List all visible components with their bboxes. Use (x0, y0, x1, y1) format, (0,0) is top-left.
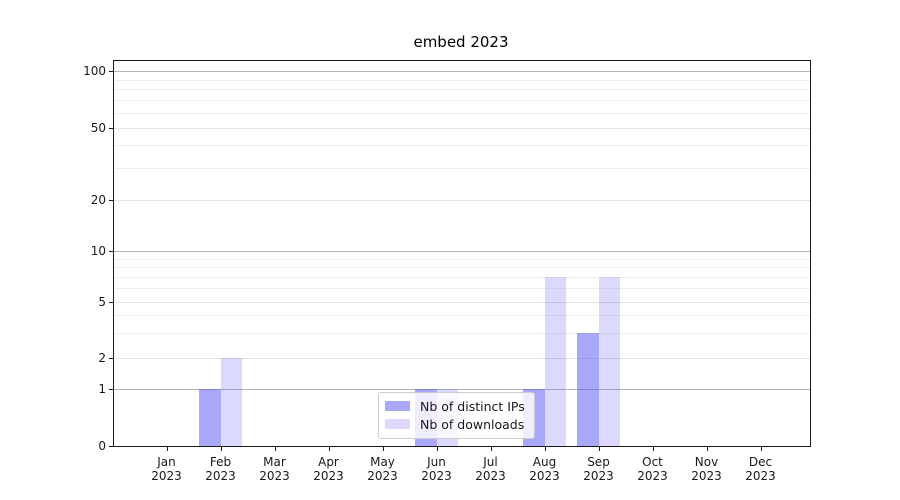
y-tick-mark (109, 389, 113, 391)
y-tick-mark (109, 301, 113, 303)
y-gridline-minor (114, 112, 810, 114)
plot-area: 0 1 2 5 10 20 50 100 Jan 2023 Feb 2023 Mar 2023 Apr… (83, 60, 811, 483)
y-tick-mark (109, 357, 113, 359)
x-tick-label-mar: Mar 2023 (259, 455, 290, 483)
x-tick-mark (328, 447, 330, 451)
y-gridline (114, 200, 810, 202)
x-tick-mark (490, 447, 492, 451)
y-gridline-minor (114, 267, 810, 269)
x-tick-label-oct: Oct 2023 (637, 455, 668, 483)
y-tick-label: 1 (98, 382, 106, 397)
legend-swatch-distinct-ips-icon (385, 401, 410, 411)
y-tick-label: 0 (98, 439, 106, 453)
x-tick-label-nov: Nov 2023 (691, 455, 722, 483)
y-gridline-major (114, 389, 810, 391)
bar-distinct-ips-feb (199, 389, 221, 446)
y-tick-mark (109, 200, 113, 202)
x-tick-mark (220, 447, 222, 451)
x-tick-mark (760, 447, 762, 451)
y-gridline-major (114, 71, 810, 72)
bar-distinct-ips-sep (577, 332, 599, 446)
x-tick-label-apr: Apr 2023 (313, 455, 344, 483)
y-tick-mark (109, 71, 113, 72)
x-tick-mark (652, 447, 654, 451)
y-gridline-minor (114, 89, 810, 91)
y-gridline-minor (114, 100, 810, 102)
x-tick-label-jul: Jul 2023 (475, 455, 506, 483)
y-gridline (114, 301, 810, 303)
y-tick-label: 10 (90, 244, 106, 258)
legend-item-distinct-ips: Nb of distinct IPs (385, 397, 525, 415)
x-tick-label-may: May 2023 (367, 455, 398, 483)
y-gridline-minor (114, 79, 810, 81)
bar-downloads-aug (544, 277, 566, 446)
y-tick-label: 2 (98, 350, 106, 365)
y-gridline-minor (114, 145, 810, 147)
y-tick-mark (109, 127, 113, 129)
x-tick-label-sep: Sep 2023 (583, 455, 614, 483)
y-tick-mark (109, 251, 113, 252)
bar-downloads-feb (220, 357, 242, 446)
x-tick-label-aug: Aug 2023 (529, 455, 560, 483)
x-tick-mark (706, 447, 708, 451)
x-tick-mark (436, 447, 438, 451)
bar-downloads-sep (598, 277, 620, 446)
x-tick-mark (274, 447, 276, 451)
x-tick-label-dec: Dec 2023 (745, 455, 776, 483)
y-tick-label: 100 (83, 64, 106, 78)
x-tick-mark (166, 447, 168, 451)
x-tick-mark (382, 447, 384, 451)
legend-swatch-downloads-icon (385, 419, 410, 429)
y-gridline-minor (114, 315, 810, 317)
y-gridline (114, 357, 810, 359)
y-gridline-minor (114, 168, 810, 170)
y-tick-label: 20 (90, 193, 106, 208)
legend-label: Nb of distinct IPs (420, 398, 525, 414)
y-tick-label: 50 (90, 120, 106, 135)
y-gridline-minor (114, 258, 810, 260)
y-gridline-minor (114, 332, 810, 334)
x-tick-label-jan: Jan 2023 (151, 455, 182, 483)
y-tick-label: 5 (98, 294, 106, 309)
chart-title: embed 2023 (413, 33, 509, 51)
x-tick-label-feb: Feb 2023 (205, 455, 236, 483)
y-gridline (114, 127, 810, 129)
legend: Nb of distinct IPs Nb of downloads (378, 392, 535, 439)
x-tick-mark (544, 447, 546, 451)
x-tick-label-jun: Jun 2023 (421, 455, 452, 483)
y-tick-mark (109, 446, 113, 447)
y-gridline-major (114, 251, 810, 252)
x-tick-mark (598, 447, 600, 451)
y-gridline-minor (114, 288, 810, 290)
legend-item-downloads: Nb of downloads (385, 415, 525, 433)
y-gridline-minor (114, 277, 810, 279)
legend-label: Nb of downloads (420, 416, 525, 432)
